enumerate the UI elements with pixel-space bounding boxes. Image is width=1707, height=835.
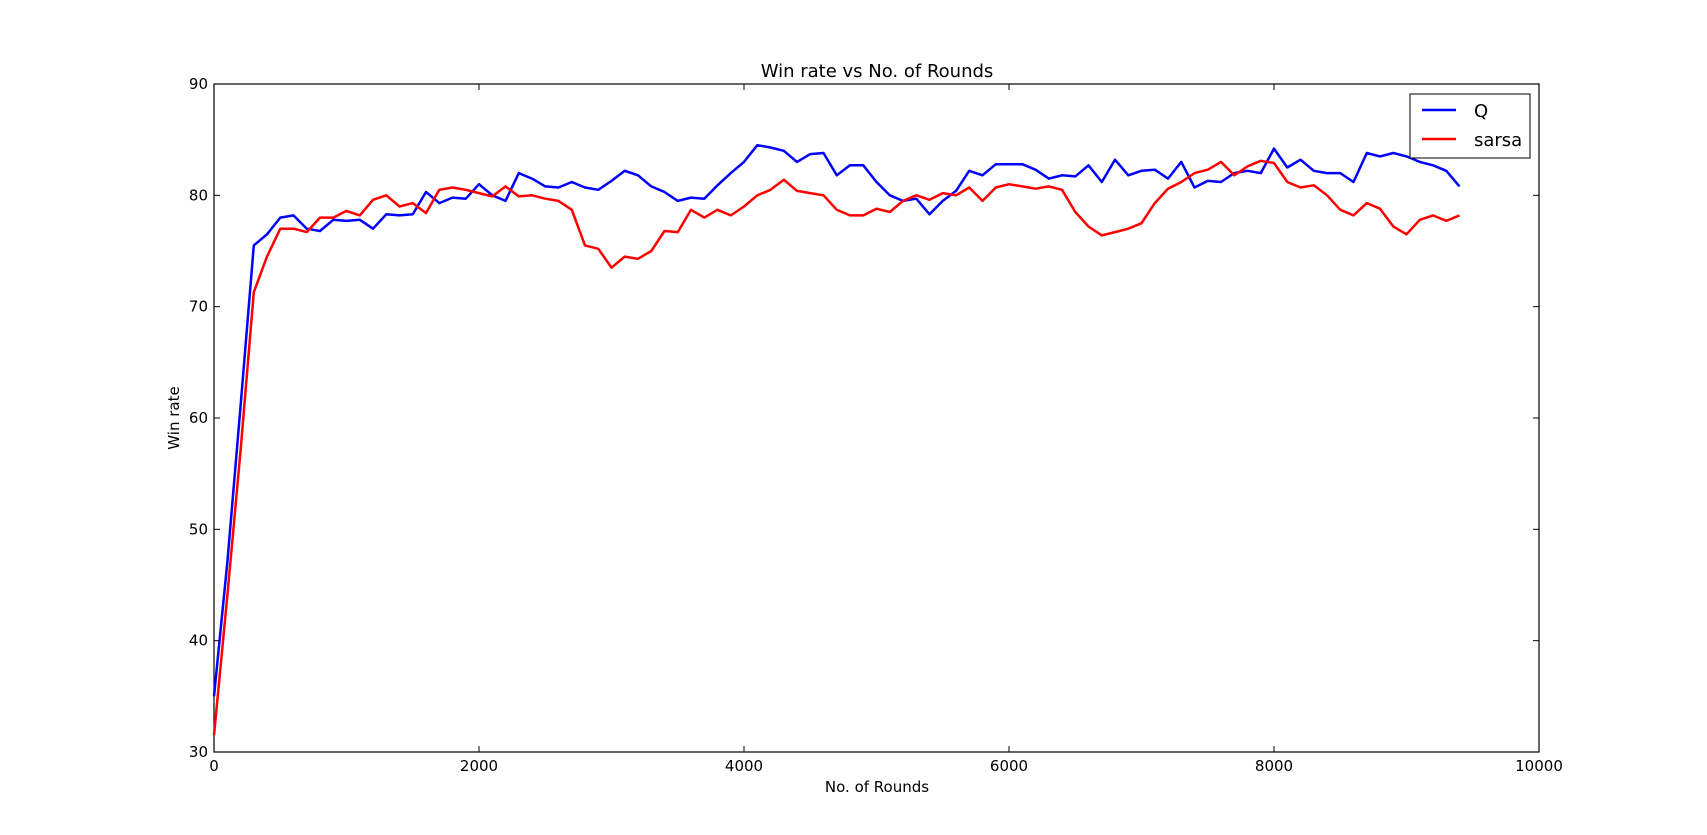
legend: Q sarsa bbox=[1409, 93, 1531, 159]
x-tick-label: 4000 bbox=[725, 757, 763, 775]
series-line-sarsa bbox=[212, 159, 1460, 736]
legend-label-sarsa: sarsa bbox=[1474, 130, 1522, 151]
legend-box bbox=[1409, 93, 1531, 159]
y-tick-label: 80 bbox=[189, 186, 208, 204]
series-layer bbox=[212, 143, 1461, 736]
plot-area bbox=[213, 83, 1540, 753]
x-tick-label: 8000 bbox=[1255, 757, 1293, 775]
y-axis-label: Win rate bbox=[165, 386, 183, 449]
chart-title: Win rate vs No. of Rounds bbox=[761, 61, 994, 82]
x-tick-label: 6000 bbox=[990, 757, 1028, 775]
y-tick-label: 40 bbox=[189, 632, 208, 650]
x-tick-label: 10000 bbox=[1515, 757, 1563, 775]
series-line-q bbox=[212, 143, 1461, 697]
y-tick-label: 70 bbox=[189, 298, 208, 316]
y-tick-label: 30 bbox=[189, 743, 208, 761]
legend-label-q: Q bbox=[1474, 101, 1488, 122]
tick-layer: 0 2000 4000 6000 8000 10000 30 40 50 60 70 80 90 bbox=[189, 75, 1563, 775]
y-tick-label: 50 bbox=[189, 520, 208, 538]
y-tick-label: 60 bbox=[189, 409, 208, 427]
x-axis-label: No. of Rounds bbox=[825, 778, 929, 796]
x-tick-label: 0 bbox=[209, 757, 219, 775]
x-tick-label: 2000 bbox=[460, 757, 498, 775]
y-tick-label: 90 bbox=[189, 75, 208, 93]
